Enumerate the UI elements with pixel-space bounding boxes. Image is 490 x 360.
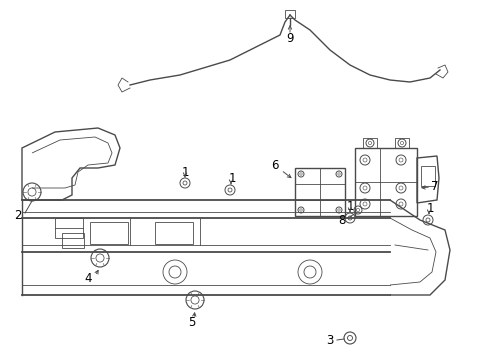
Text: 3: 3 <box>326 333 334 346</box>
Bar <box>90 222 128 244</box>
Bar <box>285 10 295 18</box>
Bar <box>55 218 83 238</box>
Text: 9: 9 <box>286 32 294 45</box>
Text: 1: 1 <box>346 199 354 212</box>
Text: 1: 1 <box>228 171 236 185</box>
Bar <box>421 166 435 186</box>
Text: 6: 6 <box>271 158 279 171</box>
Text: 4: 4 <box>84 271 92 284</box>
Bar <box>355 148 417 216</box>
Text: 1: 1 <box>426 202 434 215</box>
Text: 7: 7 <box>431 180 439 193</box>
Text: 5: 5 <box>188 315 196 328</box>
Text: 2: 2 <box>14 208 22 221</box>
Bar <box>62 233 84 248</box>
Bar <box>295 168 345 216</box>
Text: 1: 1 <box>181 166 189 179</box>
Text: 8: 8 <box>338 213 345 226</box>
Bar <box>155 222 193 244</box>
